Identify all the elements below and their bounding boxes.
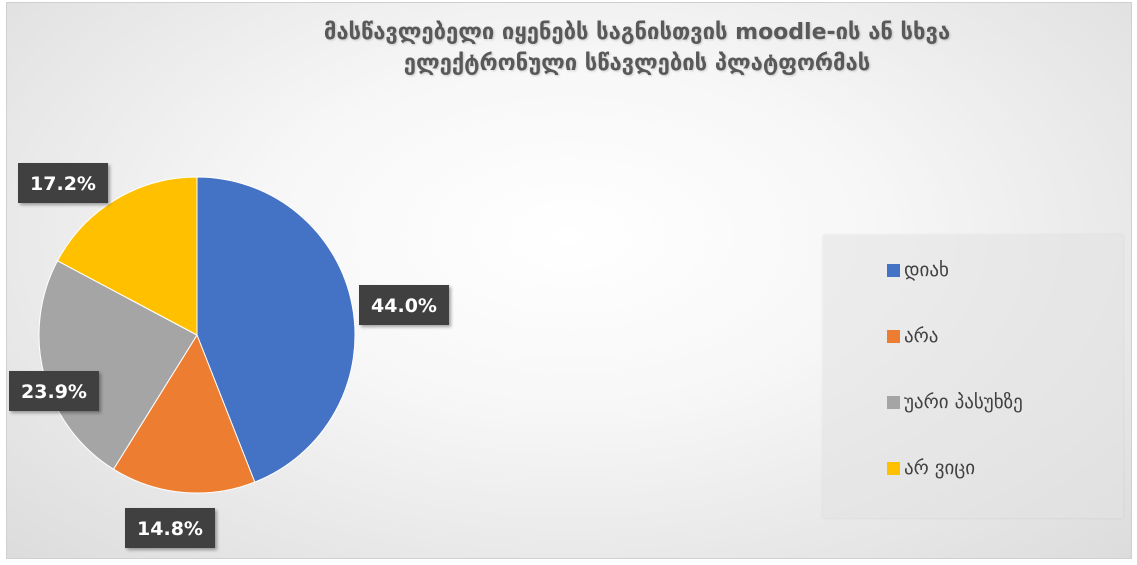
legend-label-yes: დიახ (904, 259, 949, 281)
legend-swatch-dont-know (887, 461, 900, 475)
data-label-yes: 44.0% (359, 285, 449, 325)
data-label-text-yes: 44.0% (371, 295, 437, 317)
data-label-box-refused (9, 371, 99, 411)
legend-label-refused: უარი პასუხზე (904, 391, 1023, 413)
data-label-box-yes (359, 285, 449, 325)
pie-slice-yes (196, 176, 356, 483)
legend-swatch-refused (887, 395, 900, 409)
chart-area: მასწავლებელი იყენებს საგნისთვის moodle-ი… (6, 2, 1132, 559)
data-label-refused: 23.9% (9, 371, 99, 411)
chart-title-line-1: მასწავლებელი იყენებს საგნისთვის moodle-ი… (323, 20, 951, 45)
data-label-no: 14.8% (125, 508, 215, 548)
legend-swatch-yes (887, 263, 900, 277)
legend-item-refused: უარი პასუხზე (887, 391, 1023, 413)
data-label-box-dont-know (18, 163, 108, 203)
legend-item-no: არა (887, 325, 938, 347)
legend: დიახ არა უარი პასუხზე არ ვიცი (823, 235, 1123, 518)
chart-title-line-2: ელექტრონული სწავლების პლატფორმას (403, 51, 871, 76)
chart-title: მასწავლებელი იყენებს საგნისთვის moodle-ი… (257, 17, 1017, 79)
pie-slice-no (112, 333, 256, 494)
legend-item-yes: დიახ (887, 259, 949, 281)
data-label-dont-know: 17.2% (18, 163, 108, 203)
legend-label-dont-know: არ ვიცი (904, 457, 976, 479)
pie-slice-dont-know (56, 176, 198, 336)
legend-swatch-no (887, 329, 900, 343)
data-label-text-refused: 23.9% (21, 381, 87, 403)
data-label-box-no (125, 508, 215, 548)
legend-label-no: არა (904, 325, 939, 347)
data-label-text-dont-know: 17.2% (30, 173, 96, 195)
data-label-text-no: 14.8% (137, 518, 203, 540)
pie-plot: 44.0% 14.8% 23.9% 17.2% (9, 163, 449, 548)
legend-item-dont-know: არ ვიცი (887, 457, 975, 479)
